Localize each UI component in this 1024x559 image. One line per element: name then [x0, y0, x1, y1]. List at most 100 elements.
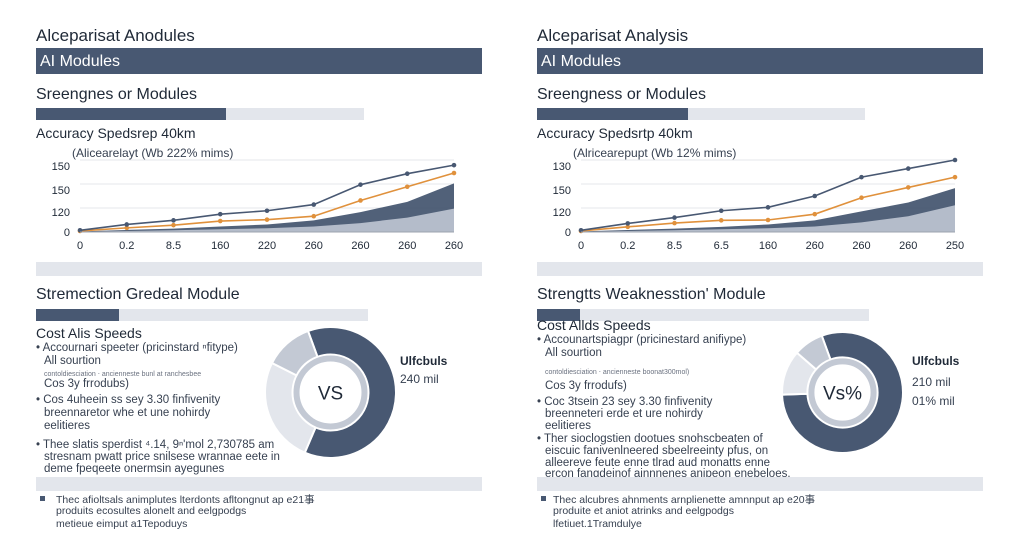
data-point — [952, 174, 958, 180]
x-tick-label: 260 — [806, 240, 824, 252]
data-point — [217, 211, 223, 217]
data-point — [578, 227, 584, 233]
x-tick-label: 250 — [946, 240, 964, 252]
chart-subtitle: (Alicearelayt (Wb 222% mims) — [72, 146, 234, 160]
x-tick-label: 260 — [852, 240, 870, 252]
y-tick-label: 120 — [52, 207, 70, 219]
data-point — [718, 208, 724, 214]
left-panel: Alceparisat Anodules AI Modules Sreengne… — [36, 0, 496, 559]
data-point — [404, 171, 410, 177]
bullet-icon — [541, 496, 546, 501]
x-tick-label: 6.5 — [714, 240, 729, 252]
section-title: Sreengnes or Modules — [36, 86, 197, 103]
data-point — [765, 205, 771, 210]
x-tick-label: 260 — [351, 240, 369, 252]
list-item: • Thee slatis sperdist ⁴.14, 9ⁿ'mol 2,73… — [36, 439, 275, 451]
data-point — [718, 218, 724, 223]
data-point — [171, 218, 176, 223]
page-title: Alceparisat Analysis — [537, 26, 689, 45]
data-point — [625, 224, 631, 230]
data-point — [952, 157, 958, 163]
donut-slice — [781, 331, 904, 454]
x-tick-label: 160 — [759, 240, 777, 252]
chart-subtitle: (Alricearepupt (Wb 12% mims) — [573, 146, 737, 160]
list-item: Cos 3y frrodubs) — [44, 378, 130, 390]
section-title: Strengtts Weaknesstion' Module — [537, 286, 766, 303]
chart-title: Accuracy Spedsrtp 40km — [537, 125, 693, 141]
list-item: • Accournari speeter (pricinstard ⁿfityp… — [36, 342, 238, 354]
donut-chart: Vs% — [781, 331, 904, 454]
y-tick-label: 130 — [553, 161, 571, 173]
area-series — [80, 183, 454, 232]
data-point — [451, 170, 457, 176]
list-item: eelitieres — [545, 420, 592, 432]
bullet-icon — [40, 496, 45, 501]
area-series — [581, 188, 955, 232]
donut-slice — [270, 329, 319, 377]
y-tick-label: 150 — [553, 185, 571, 197]
progress-fill — [537, 309, 581, 321]
list-item: • Accounartspiagpr (pricinestard anifiyp… — [537, 334, 747, 346]
area-series — [581, 205, 955, 232]
list-item: All sourtion — [44, 355, 101, 367]
x-tick-label: 8.5 — [166, 240, 181, 252]
data-point — [451, 162, 457, 168]
footnote: Thec alcubres ahnments arnplienette amnn… — [553, 494, 816, 506]
data-point — [765, 217, 771, 223]
donut-inner-ring — [808, 358, 877, 427]
data-point — [859, 195, 864, 201]
progress-track — [537, 108, 865, 120]
y-tick-label: 150 — [52, 185, 70, 197]
line-chart: 0 120 150 150 0 0.2 8.5 160 220 260 260 260 260 — [52, 159, 463, 252]
list-item: breennaretor whe et une nohirdy — [44, 407, 211, 419]
footnote: produite et aniot atrinks and eelgpodgs — [553, 505, 734, 517]
data-point — [77, 227, 83, 233]
list-item: eiscuic fanivenlneered sbeelreeinty pfus… — [545, 445, 769, 457]
data-point — [905, 185, 911, 190]
progress-fill — [36, 309, 119, 321]
data-point — [812, 211, 818, 217]
list-item: alleereve feute enne tlrad aud monatts e… — [545, 457, 771, 469]
y-tick-label: 150 — [52, 161, 70, 173]
data-point — [625, 221, 631, 226]
x-tick-label: 220 — [258, 240, 276, 252]
list-item: eelitieres — [44, 420, 91, 432]
list-item: deme fpeqeete onermsin ayegunes — [44, 463, 225, 475]
data-point — [217, 218, 223, 224]
data-point — [905, 166, 911, 171]
data-point — [171, 222, 176, 228]
x-tick-label: 0 — [578, 240, 584, 252]
list-note: contoldiesciation ‧ ancienneste boonat30… — [545, 369, 690, 376]
data-point — [404, 184, 410, 190]
donut-slice — [795, 334, 832, 371]
legend-title: Ulfcbuls — [400, 354, 448, 368]
divider-bar — [36, 262, 482, 276]
divider-bar — [537, 262, 983, 276]
list-item: • Cos 4uheein ss sey 3.30 finfivenity — [36, 394, 221, 406]
page-title: Alceparisat Anodules — [36, 26, 195, 45]
donut-slice — [303, 326, 397, 459]
y-tick-label: 0 — [565, 227, 571, 239]
progress-fill — [537, 108, 688, 120]
banner: AI Modules — [36, 48, 482, 74]
donut-center-label: VS — [318, 384, 343, 405]
progress-track — [36, 309, 368, 321]
right-panel: Alceparisat Analysis AI Modules Sreengne… — [537, 0, 997, 559]
progress-track — [537, 309, 869, 321]
data-point — [358, 182, 363, 187]
line-chart: 0 120 150 130 0 0.2 8.5 6.5 160 260 260 260 250 — [553, 157, 964, 252]
list-item: • Coc 3tsein 23 sey 3.30 finfivenity — [537, 396, 713, 408]
data-point — [264, 217, 270, 222]
section-title: Stremection Gredeal Module — [36, 286, 240, 303]
data-point — [264, 208, 270, 214]
footnote: produits ecosultes alonelt and eelgpodgs — [56, 505, 247, 517]
data-point — [124, 225, 130, 231]
footnote: metieue eimput a1Tepoduys — [56, 518, 188, 530]
list-item: breenneteri erde et ure nohirdy — [545, 408, 703, 420]
divider-bar — [36, 477, 482, 491]
x-tick-label: 260 — [398, 240, 416, 252]
progress-track — [36, 108, 364, 120]
list-item: Cos 3y frrodufs) — [545, 380, 627, 392]
list-note: contoldiesciation ‧ ancienneste bunl at … — [44, 371, 202, 378]
data-point — [812, 193, 818, 199]
